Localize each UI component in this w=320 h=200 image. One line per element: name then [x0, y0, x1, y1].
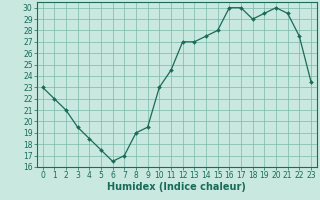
- X-axis label: Humidex (Indice chaleur): Humidex (Indice chaleur): [108, 182, 246, 192]
